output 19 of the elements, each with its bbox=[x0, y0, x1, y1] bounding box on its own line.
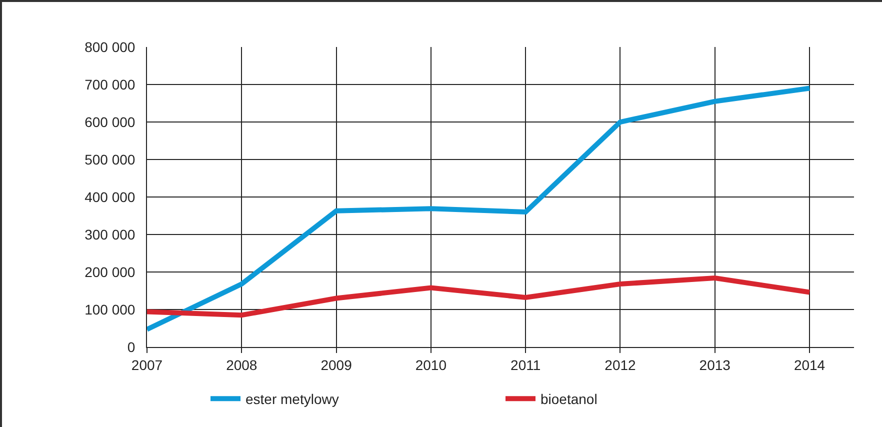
x-tick-label: 2007 bbox=[131, 356, 163, 373]
y-tick-label: 0 bbox=[127, 338, 136, 355]
x-tick-label: 2012 bbox=[604, 356, 636, 373]
legend-label: ester metylowy bbox=[246, 391, 339, 408]
legend-label: bioetanol bbox=[540, 391, 598, 408]
y-tick-label: 100 000 bbox=[84, 301, 136, 318]
x-tick-label: 2011 bbox=[510, 356, 541, 373]
y-tick-label: 700 000 bbox=[84, 76, 136, 92]
y-tick-label: 800 000 bbox=[84, 38, 136, 55]
y-tick-label: 400 000 bbox=[84, 188, 136, 205]
y-tick-label: 500 000 bbox=[84, 151, 136, 168]
y-tick-label: 600 000 bbox=[84, 114, 136, 130]
y-tick-label: 200 000 bbox=[84, 264, 136, 280]
x-tick-label: 2009 bbox=[320, 356, 352, 373]
x-tick-label: 2013 bbox=[699, 356, 731, 373]
x-tick-label: 2014 bbox=[794, 356, 826, 373]
x-tick-label: 2008 bbox=[226, 356, 258, 373]
y-tick-label: 300 000 bbox=[84, 226, 136, 242]
x-tick-label: 2010 bbox=[415, 356, 447, 373]
